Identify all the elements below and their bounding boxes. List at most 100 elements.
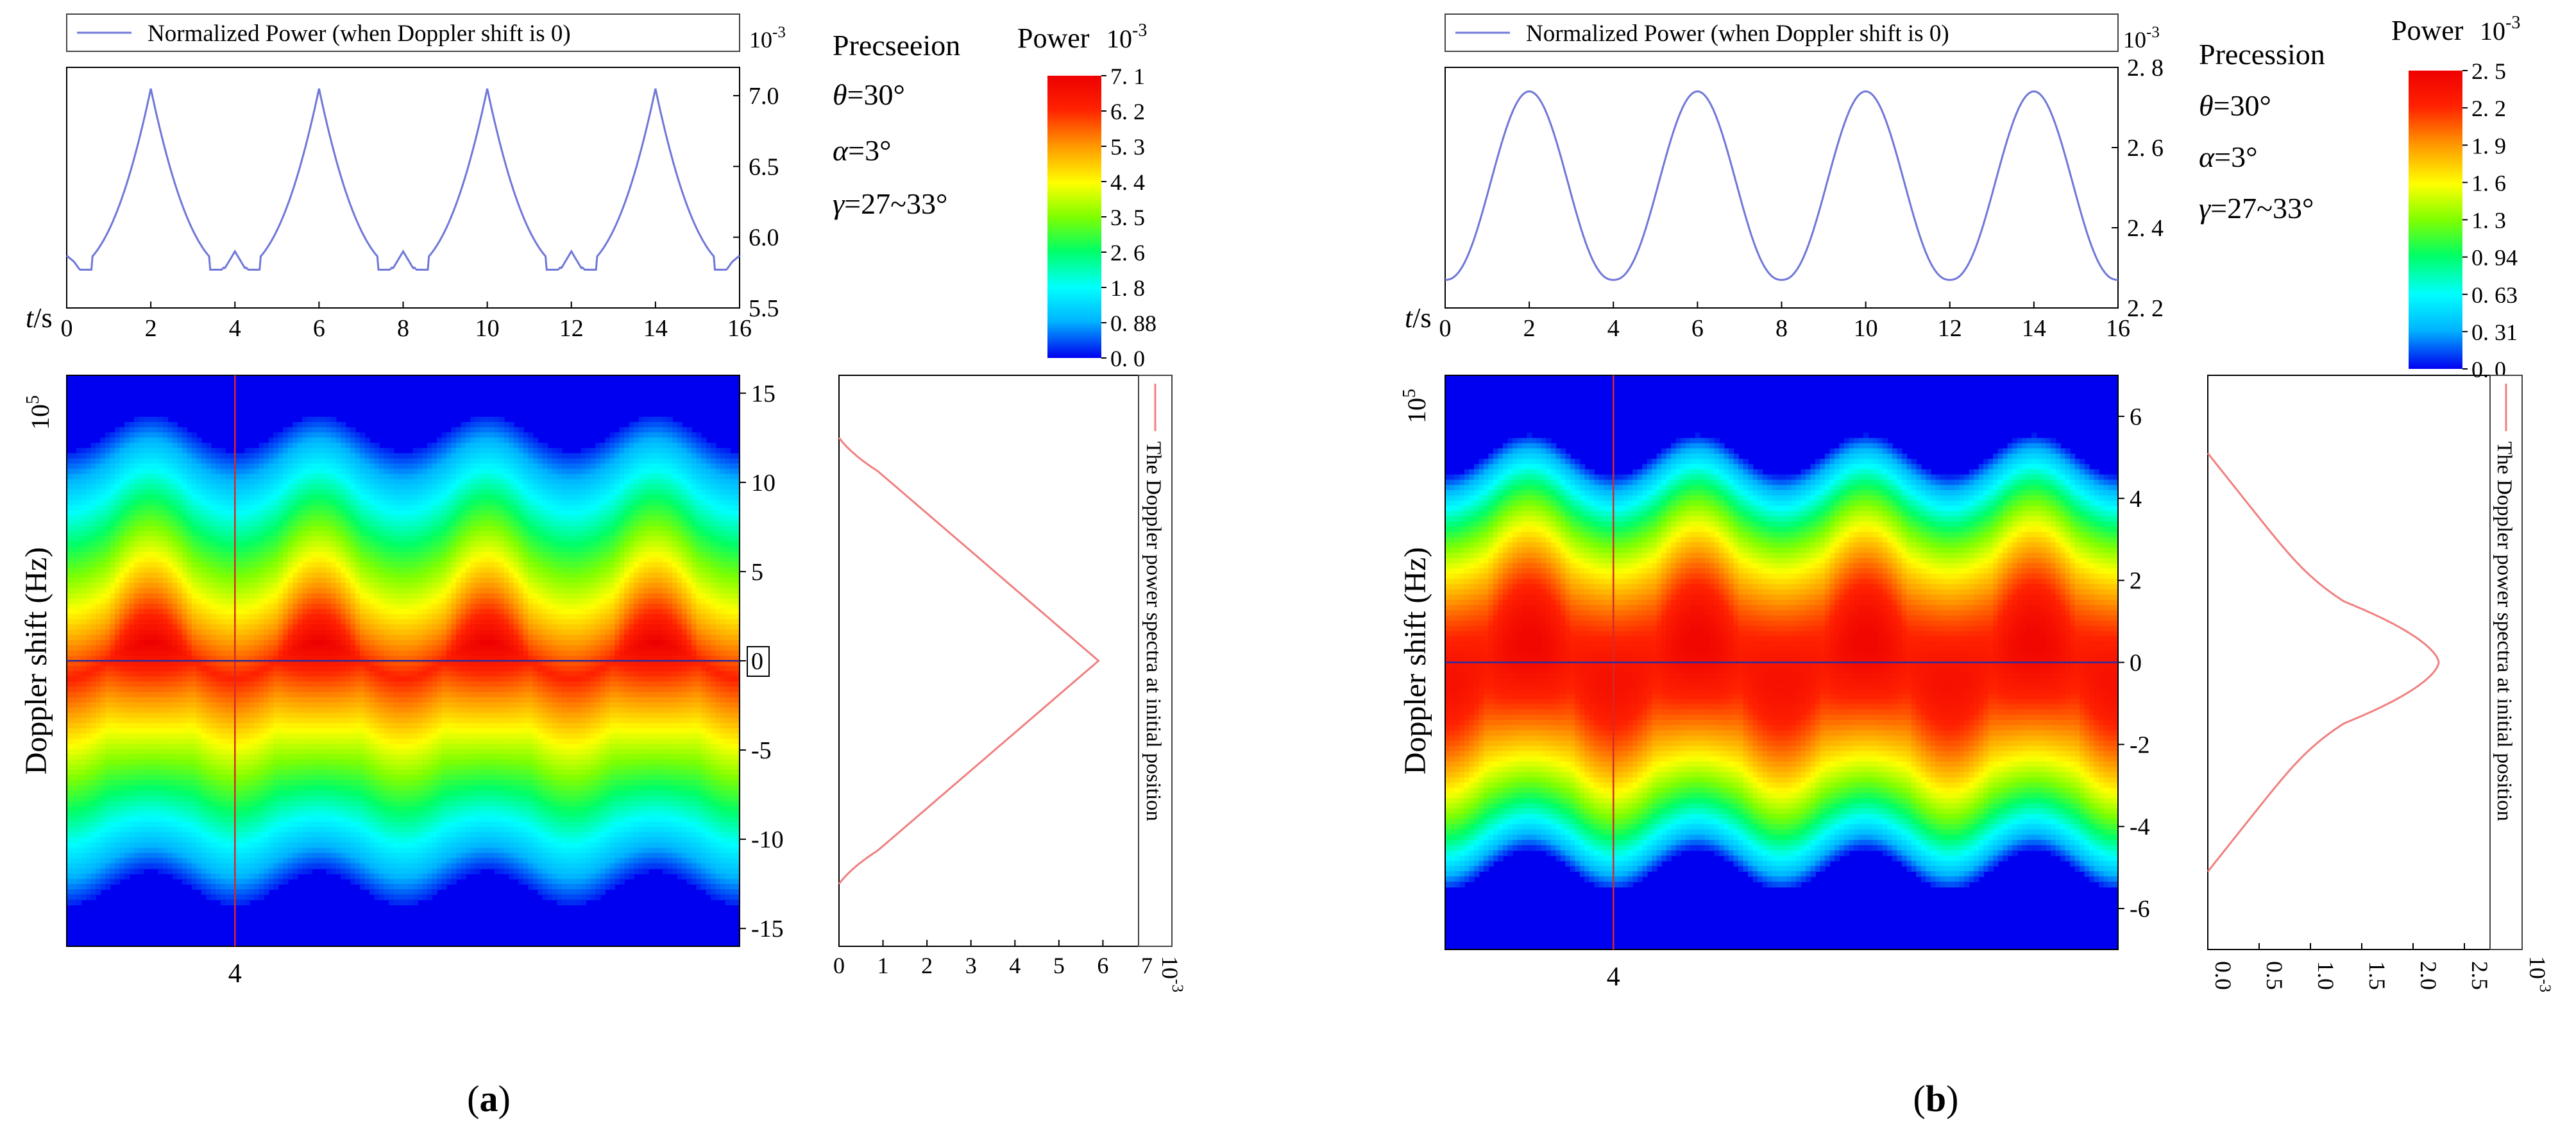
heatmap-cell <box>192 490 197 495</box>
heatmap-cell <box>173 713 178 719</box>
heatmap-cell <box>292 837 298 843</box>
heatmap-cell <box>225 790 230 796</box>
heatmap-cell <box>283 806 288 812</box>
heatmap-cell <box>244 832 250 838</box>
heatmap-cell <box>90 869 96 874</box>
heatmap-cell <box>302 593 307 599</box>
heatmap-cell <box>90 681 96 687</box>
heatmap-cell <box>119 749 124 755</box>
heatmap-cell <box>196 438 201 443</box>
heatmap-cell <box>167 438 173 443</box>
heatmap-cell <box>192 432 197 438</box>
heatmap-cell <box>283 765 288 771</box>
heatmap-cell <box>250 770 255 776</box>
heatmap-cell <box>312 526 317 532</box>
heatmap-cell <box>90 604 96 609</box>
heatmap-cell <box>71 557 76 563</box>
heatmap-cell <box>254 692 259 698</box>
heatmap-cell <box>96 495 101 500</box>
heatmap-cell <box>134 733 139 739</box>
heatmap-cell <box>100 547 105 552</box>
heatmap-cell <box>119 733 124 739</box>
heatmap-cell <box>292 806 298 812</box>
heatmap-cell <box>269 541 274 547</box>
heatmap-cell <box>177 599 182 604</box>
heatmap-cell <box>225 899 230 905</box>
heatmap-cell <box>259 624 264 630</box>
heatmap-cell <box>321 790 326 796</box>
heatmap-cell <box>153 500 158 506</box>
heatmap-cell <box>187 557 192 563</box>
heatmap-cell <box>221 842 226 848</box>
heatmap-cell <box>259 536 264 542</box>
heatmap-cell <box>119 448 124 454</box>
heatmap-cell <box>67 697 72 703</box>
heatmap-cell <box>235 624 240 630</box>
heatmap-cell <box>148 567 153 573</box>
heatmap-cell <box>139 526 144 532</box>
heatmap-cell <box>235 744 240 749</box>
heatmap-cell <box>302 583 307 589</box>
heatmap-cell <box>167 619 173 625</box>
heatmap-cell <box>167 853 173 858</box>
heatmap-cell <box>278 432 284 438</box>
heatmap-cell <box>96 572 101 578</box>
heatmap-cell <box>317 666 322 672</box>
x-tick-label: 14 <box>643 315 668 342</box>
heatmap-cell <box>144 749 149 755</box>
heatmap-cell <box>173 640 178 646</box>
heatmap-cell <box>177 738 182 744</box>
heatmap-cell <box>144 599 149 604</box>
heatmap-cell <box>71 760 76 765</box>
heatmap-cell <box>221 785 226 791</box>
heatmap-cell <box>250 671 255 677</box>
heatmap-cell <box>81 744 86 749</box>
heatmap-cell <box>321 832 326 838</box>
heatmap-cell <box>177 760 182 765</box>
heatmap-cell <box>67 531 72 537</box>
heatmap-cell <box>115 686 120 692</box>
heatmap-cell <box>124 453 130 459</box>
heatmap-cell <box>139 708 144 713</box>
heatmap-cell <box>105 588 110 594</box>
heatmap-cell <box>288 775 293 781</box>
heatmap-cell <box>110 588 115 594</box>
heatmap-cell <box>90 718 96 724</box>
heatmap-cell <box>115 567 120 573</box>
heatmap-cell <box>292 697 298 703</box>
heatmap-cell <box>283 635 288 641</box>
heatmap-cell <box>129 754 134 760</box>
heatmap-cell <box>283 796 288 801</box>
heatmap-cell <box>250 557 255 563</box>
heatmap-cell <box>254 593 259 599</box>
heatmap-cell <box>302 562 307 568</box>
heatmap-cell <box>321 515 326 521</box>
heatmap-cell <box>196 619 201 625</box>
heatmap-cell <box>254 490 259 495</box>
heatmap-cell <box>81 894 86 900</box>
heatmap-cell <box>158 417 163 423</box>
heatmap-cell <box>235 562 240 568</box>
heatmap-cell <box>192 458 197 464</box>
heatmap-cell <box>158 432 163 438</box>
heatmap-cell <box>67 874 72 880</box>
heatmap-cell <box>182 541 187 547</box>
heatmap-cell <box>321 676 326 682</box>
heatmap-cell <box>211 681 216 687</box>
heatmap-cell <box>192 723 197 729</box>
heatmap-cell <box>254 505 259 511</box>
heatmap-cell <box>90 557 96 563</box>
heatmap-cell <box>144 484 149 490</box>
heatmap-cell <box>244 661 250 667</box>
heatmap-cell <box>201 578 207 584</box>
heatmap-cell <box>90 806 96 812</box>
heatmap-cell <box>115 806 120 812</box>
heatmap-cell <box>288 723 293 729</box>
heatmap-cell <box>254 515 259 521</box>
heatmap-cell <box>196 604 201 609</box>
heatmap-cell <box>148 438 153 443</box>
heatmap-cell <box>192 765 197 771</box>
heatmap-cell <box>259 547 264 552</box>
heatmap-cell <box>298 536 303 542</box>
heatmap-cell <box>211 842 216 848</box>
